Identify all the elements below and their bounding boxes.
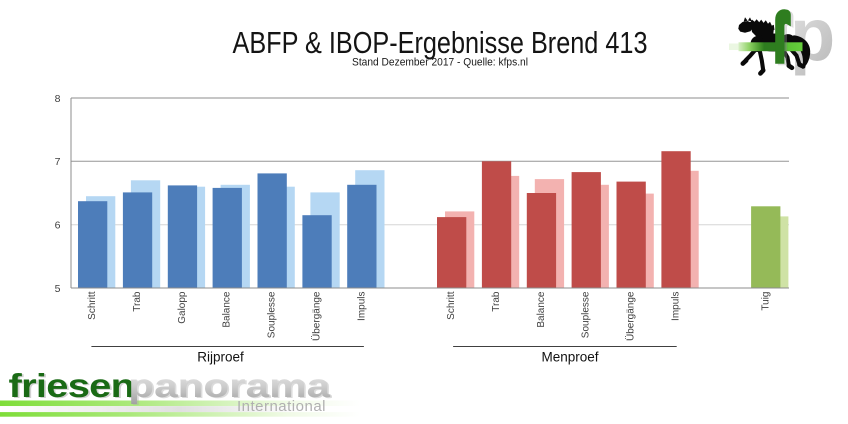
svg-text:panorama: panorama (130, 369, 333, 406)
svg-text:Impuls: Impuls (671, 292, 682, 321)
svg-text:Stand Dezember 2017 - Quelle:: Stand Dezember 2017 - Quelle: kfps.nl (352, 57, 528, 69)
svg-text:Schritt: Schritt (87, 291, 98, 320)
svg-text:8: 8 (55, 93, 61, 105)
svg-text:friesen: friesen (10, 368, 136, 405)
svg-text:Trab: Trab (132, 291, 143, 312)
svg-text:Schritt: Schritt (446, 291, 457, 320)
svg-text:Tuig: Tuig (760, 292, 771, 311)
svg-text:7: 7 (55, 156, 61, 168)
svg-text:friesen: friesen (9, 367, 135, 404)
svg-text:5: 5 (55, 283, 61, 295)
svg-text:panorama: panorama (128, 368, 331, 405)
svg-text:Galopp: Galopp (177, 291, 188, 324)
svg-text:Balance: Balance (536, 291, 547, 328)
svg-text:Übergänge: Übergänge (625, 291, 637, 341)
svg-text:Souplesse: Souplesse (581, 291, 592, 338)
svg-text:Rijproef: Rijproef (197, 350, 244, 365)
svg-text:Menproef: Menproef (541, 350, 598, 365)
svg-text:International: International (237, 398, 326, 415)
svg-text:ABFP & IBOP-Ergebnisse Brend 4: ABFP & IBOP-Ergebnisse Brend 413 (233, 25, 648, 60)
svg-text:Trab: Trab (491, 291, 502, 312)
svg-text:6: 6 (55, 220, 61, 232)
svg-text:Übergänge: Übergänge (311, 291, 323, 341)
svg-text:Impuls: Impuls (356, 292, 367, 321)
svg-text:Balance: Balance (222, 291, 233, 328)
svg-text:Souplesse: Souplesse (267, 291, 278, 338)
